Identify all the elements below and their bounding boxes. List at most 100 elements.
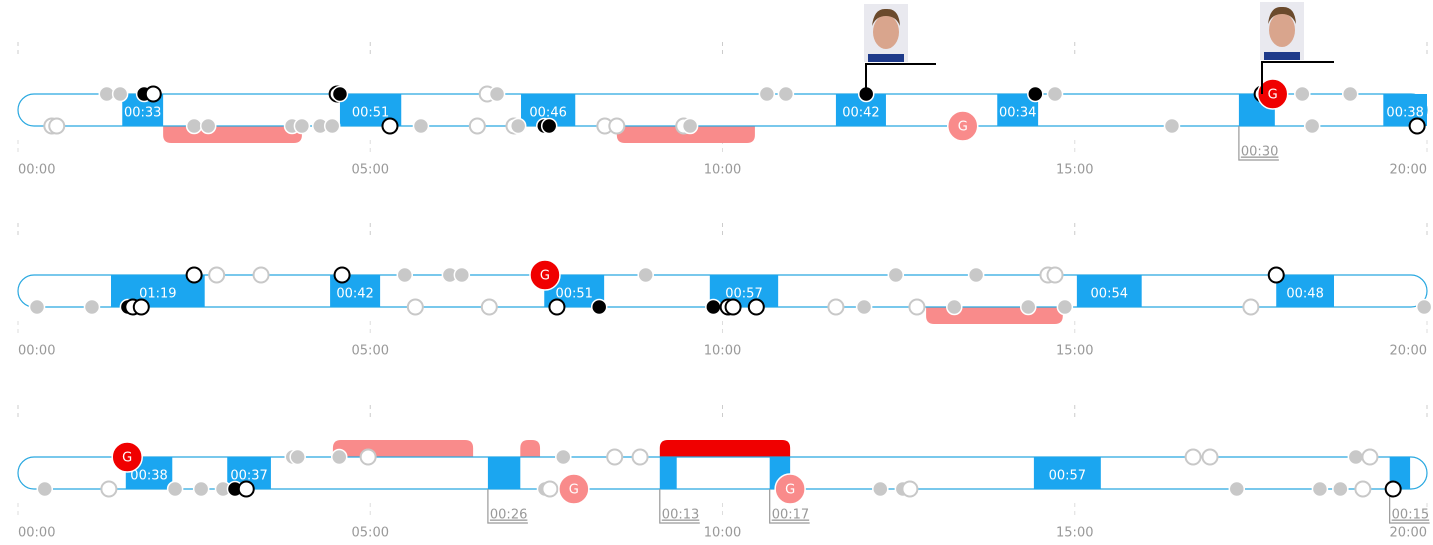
event-dot [111,85,129,103]
event-dot [1341,85,1359,103]
event-dot [908,298,926,316]
period-row: 00:00 05:00 10:00 15:00 20:00 00:33 00:51 00:46… [17,42,1428,178]
goal-label: G [958,120,968,135]
shift-bracket [487,489,528,524]
event-dot [901,480,919,498]
event-dot [132,298,150,316]
event-dot [199,117,217,135]
event-dot [1384,480,1402,498]
event-dot [1046,266,1064,284]
event-dot [1267,266,1285,284]
event-dot [381,117,399,135]
goal-label: G [540,269,550,284]
shift-block [1076,275,1142,307]
event-dot [293,117,311,135]
event-dot [289,448,306,466]
event-dot [1163,117,1181,135]
shift-label: 00:17 [772,508,809,523]
event-dot [946,298,963,316]
event-dot [1184,448,1202,466]
event-dot [872,480,889,498]
period-row: 00:00 05:00 10:00 15:00 20:00 01:19 00:42 00:51… [17,223,1433,359]
shift-label: 01:19 [139,287,176,302]
event-dot [1354,480,1372,498]
shift-track [17,274,1428,308]
event-dot [681,117,699,135]
event-dot [208,266,226,284]
shift-label: 00:57 [1049,469,1086,484]
event-dot [590,298,608,316]
goal-marker [111,441,143,473]
event-dot [1020,298,1037,316]
penalty-bar [616,126,755,143]
event-dot [1056,298,1074,316]
shift-label: 00:30 [1241,145,1278,160]
event-dot [488,85,506,103]
event-dot [1046,85,1064,103]
shift-label: 00:34 [999,106,1036,121]
event-dot [185,117,203,135]
x-tick-label: 00:00 [18,344,55,359]
shift-label: 00:37 [230,469,267,484]
x-tick-label: 20:00 [1390,526,1427,541]
goal-marker [558,473,590,505]
event-dot [724,298,742,316]
event-dot [1415,298,1433,316]
event-dot [83,298,101,316]
event-dot [777,85,795,103]
x-tick-label: 15:00 [1056,526,1093,541]
goal-marker [529,259,561,291]
event-dot [453,266,471,284]
x-tick-label: 20:00 [1390,344,1427,359]
x-tick-label: 10:00 [704,344,741,359]
event-dot [631,448,649,466]
event-dot [827,298,845,316]
goal-marker [1256,78,1289,110]
event-dot [480,298,498,316]
event-dot [705,298,722,316]
event-dot [548,298,566,316]
event-dot [747,298,765,316]
penalty-bar [659,440,791,457]
event-dot [1294,85,1311,103]
photo-connector [865,63,936,94]
shift-track [17,93,1428,127]
event-dot [1228,480,1246,498]
shift-label: 00:13 [662,508,699,523]
event-dot [1347,448,1365,466]
event-dot [1311,480,1329,498]
penalty-bar [332,440,474,457]
shift-track [17,456,1428,490]
shift-bracket [769,489,810,524]
goal-label: G [569,483,579,498]
shift-bracket [659,489,700,524]
shift-label: 00:15 [1392,508,1429,523]
event-dot [637,266,654,284]
shift-label: 00:57 [725,287,762,302]
goal-label: G [1268,88,1278,103]
event-dot [36,480,54,498]
shift-block [1276,275,1335,307]
x-tick-label: 00:00 [18,163,55,178]
event-dot [1201,448,1219,466]
shift-label: 00:33 [124,106,161,121]
event-dot [144,85,162,103]
penalty-bar [163,126,302,143]
x-tick-label: 15:00 [1056,344,1093,359]
event-dot [855,298,873,316]
event-dot [541,480,559,498]
event-dot [1027,85,1044,103]
x-tick-label: 05:00 [352,344,389,359]
event-dot [237,480,255,498]
shift-label: 00:42 [842,106,879,121]
x-tick-label: 10:00 [704,163,741,178]
event-dot [540,117,558,135]
x-tick-label: 00:00 [18,526,55,541]
penalty-bar [520,440,541,457]
event-dot [166,480,184,498]
x-tick-label: 20:00 [1390,163,1427,178]
event-dot [1242,298,1260,316]
event-dot [192,480,210,498]
goal-marker [946,110,979,142]
